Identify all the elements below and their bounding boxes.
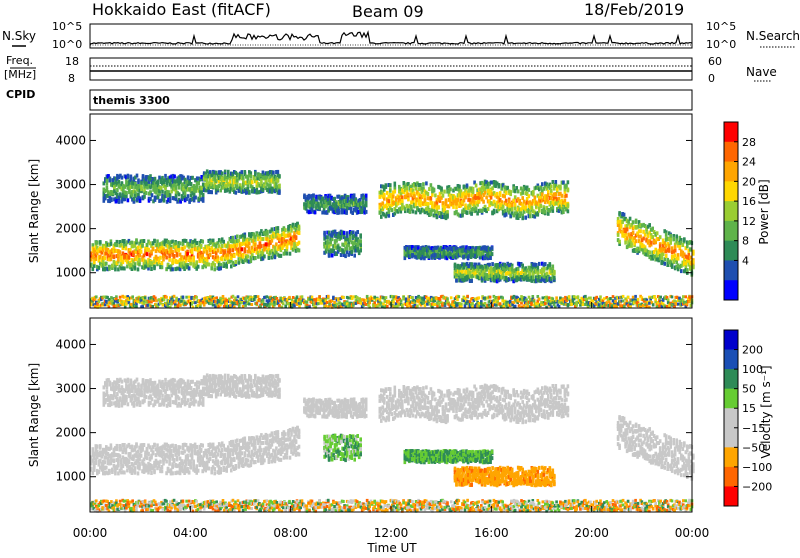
- colorbar-tick-label: 20: [742, 175, 756, 188]
- power-colorbar-label: Power [dB]: [757, 179, 771, 244]
- colorbar-tick-label: −200: [742, 480, 772, 493]
- colorbar-segment: [724, 408, 738, 428]
- colorbar-segment: [724, 122, 738, 142]
- y-tick-label: 3000: [55, 178, 86, 192]
- nave-label: Nave: [746, 65, 777, 79]
- power-ylabel: Slant Range [km]: [27, 159, 41, 263]
- power-heatmap: [90, 169, 695, 308]
- y-tick-label: 1000: [55, 470, 86, 484]
- colorbar-tick-label: 28: [742, 136, 756, 149]
- x-tick-label: 00:00: [675, 526, 710, 540]
- freq-label-1: Freq.: [6, 54, 33, 67]
- y-tick-label: 4000: [55, 337, 86, 351]
- y-tick-label: 2000: [55, 426, 86, 440]
- x-tick-label: 00:00: [73, 526, 108, 540]
- colorbar-tick-label: −100: [742, 461, 772, 474]
- cpid-label: CPID: [6, 88, 35, 101]
- freq-right-tick-top: 60: [708, 55, 722, 68]
- x-tick-label: 04:00: [173, 526, 208, 540]
- y-tick-label: 2000: [55, 222, 86, 236]
- power-colorbar: 28 24 20 16 12 8 4: [724, 122, 756, 301]
- colorbar-segment: [724, 428, 738, 448]
- velocity-heatmap: [90, 373, 695, 512]
- y-tick-label: 1000: [55, 266, 86, 280]
- colorbar-segment: [724, 201, 738, 221]
- x-tick-label: 20:00: [574, 526, 609, 540]
- colorbar-tick-label: 8: [742, 235, 749, 248]
- colorbar-segment: [724, 486, 738, 506]
- colorbar-segment: [724, 241, 738, 261]
- velocity-ylabel: Slant Range [km]: [27, 363, 41, 467]
- x-tick-label: 16:00: [474, 526, 509, 540]
- velocity-panel: 4000 3000 2000 1000 Slant Range [km] 200 100…: [27, 318, 773, 513]
- figure-title: Hokkaido East (fitACF): [92, 0, 271, 19]
- velocity-y-axis: 4000 3000 2000 1000: [55, 337, 692, 483]
- cpid-text: themis 3300: [93, 94, 170, 107]
- colorbar-tick-label: 4: [742, 254, 749, 267]
- colorbar-segment: [724, 467, 738, 487]
- noise-panel: N.Sky 10^5 10^0 10^5 10^0 N.Search: [2, 20, 800, 51]
- freq-left-tick-top: 18: [65, 55, 79, 68]
- freq-label-2: [MHz]: [4, 68, 36, 81]
- x-axis-label: Time UT: [366, 541, 417, 554]
- noise-left-label: N.Sky: [2, 29, 36, 43]
- noise-left-tick-bottom: 10^0: [52, 38, 82, 51]
- noise-sky-trace: [90, 32, 692, 44]
- date-label: 18/Feb/2019: [584, 0, 684, 19]
- colorbar-segment: [724, 260, 738, 280]
- y-tick-label: 4000: [55, 133, 86, 147]
- colorbar-tick-label: 200: [742, 344, 763, 357]
- colorbar-segment: [724, 280, 738, 300]
- velocity-colorbar-label: Velocity [m s⁻¹]: [759, 365, 773, 458]
- power-panel: 4000 3000 2000 1000 Slant Range [km] 28 24 20…: [27, 114, 771, 309]
- frequency-panel: Freq. [MHz] 18 8 60 0 Nave: [4, 54, 777, 85]
- colorbar-segment: [724, 369, 738, 389]
- colorbar-segment: [724, 142, 738, 162]
- colorbar-segment: [724, 181, 738, 201]
- colorbar-segment: [724, 221, 738, 241]
- power-y-axis: 4000 3000 2000 1000: [55, 133, 692, 279]
- cpid-panel: CPID themis 3300: [6, 88, 692, 110]
- colorbar-tick-label: 15: [742, 402, 756, 415]
- colorbar-segment: [724, 447, 738, 467]
- colorbar-segment: [724, 389, 738, 409]
- freq-left-tick-bottom: 8: [68, 72, 75, 85]
- x-tick-label: 08:00: [273, 526, 308, 540]
- colorbar-tick-label: 24: [742, 156, 756, 169]
- noise-right-tick-bottom: 10^0: [706, 38, 736, 51]
- noise-right-label: N.Search: [746, 29, 800, 43]
- x-tick-label: 12:00: [374, 526, 409, 540]
- y-tick-label: 3000: [55, 382, 86, 396]
- noise-left-tick-top: 10^5: [52, 20, 82, 33]
- freq-right-tick-bottom: 0: [708, 72, 715, 85]
- noise-right-tick-top: 10^5: [706, 20, 736, 33]
- beam-label: Beam 09: [352, 2, 424, 21]
- colorbar-segment: [724, 162, 738, 182]
- colorbar-segment: [724, 330, 738, 350]
- colorbar-tick-label: 50: [742, 383, 756, 396]
- colorbar-tick-label: 12: [742, 215, 756, 228]
- colorbar-segment: [724, 350, 738, 370]
- colorbar-tick-label: 16: [742, 195, 756, 208]
